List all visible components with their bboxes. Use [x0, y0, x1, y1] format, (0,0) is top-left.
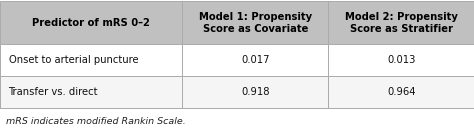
Text: Transfer vs. direct: Transfer vs. direct	[9, 87, 98, 97]
Bar	[328, 1, 474, 44]
Text: Predictor of mRS 0–2: Predictor of mRS 0–2	[32, 18, 150, 28]
Bar	[0, 1, 182, 44]
Text: mRS indicates modified Rankin Scale.: mRS indicates modified Rankin Scale.	[6, 117, 185, 126]
Text: 0.017: 0.017	[241, 55, 270, 65]
Text: 0.918: 0.918	[241, 87, 270, 97]
Bar	[182, 44, 328, 76]
Text: 0.013: 0.013	[387, 55, 415, 65]
Text: Model 1: Propensity
Score as Covariate: Model 1: Propensity Score as Covariate	[199, 12, 312, 34]
Text: Model 2: Propensity
Score as Stratifier: Model 2: Propensity Score as Stratifier	[345, 12, 458, 34]
Bar	[328, 44, 474, 76]
Text: Onset to arterial puncture: Onset to arterial puncture	[9, 55, 138, 65]
Text: 0.964: 0.964	[387, 87, 416, 97]
Bar	[0, 44, 182, 76]
Bar	[182, 76, 328, 108]
Bar	[182, 1, 328, 44]
Bar	[328, 76, 474, 108]
Bar	[0, 76, 182, 108]
